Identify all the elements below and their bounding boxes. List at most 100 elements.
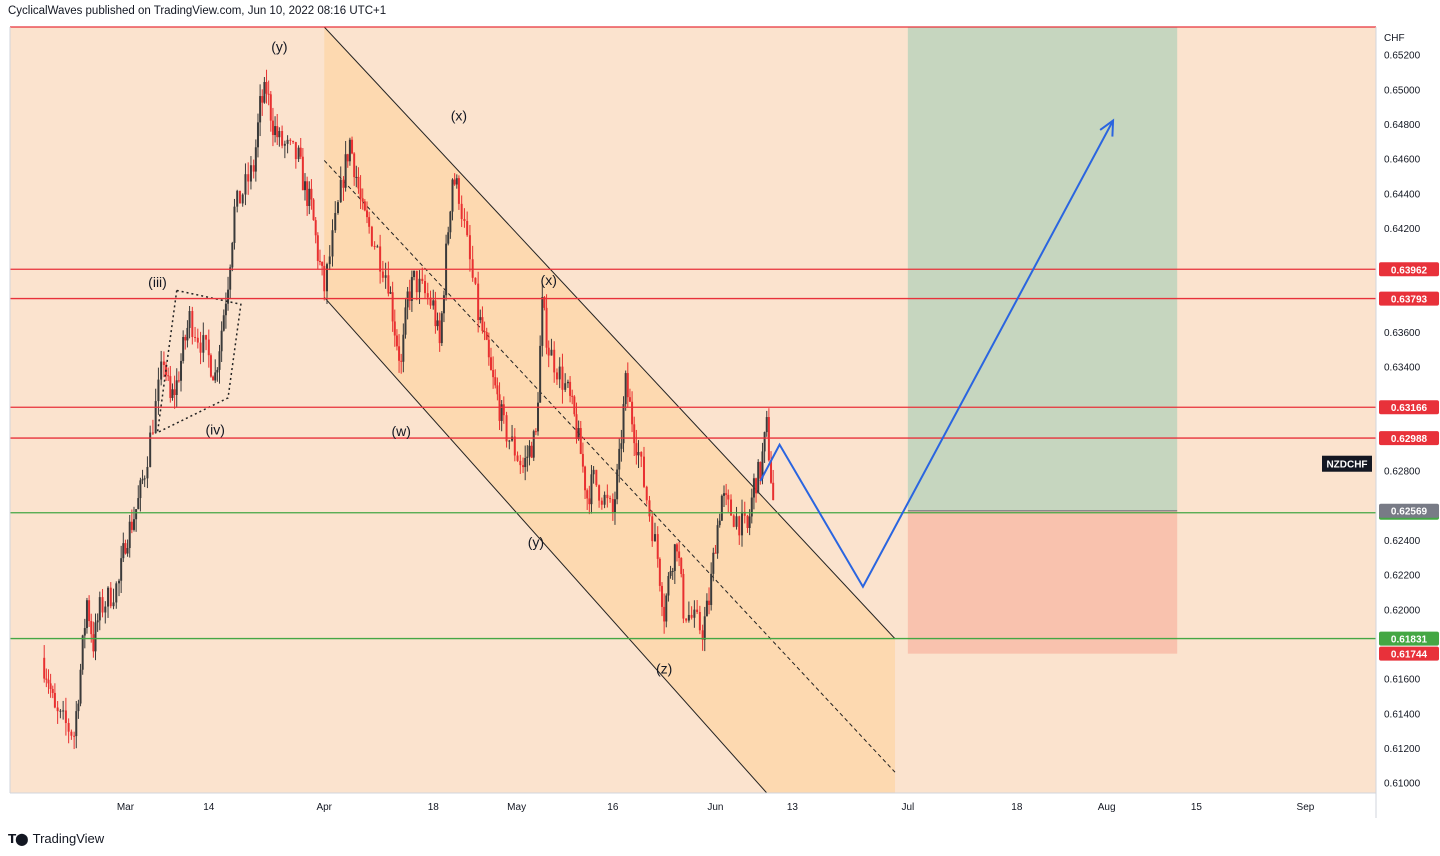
candle — [727, 494, 730, 500]
candle — [730, 499, 733, 516]
candle — [355, 176, 358, 178]
candle — [141, 479, 144, 481]
candle — [70, 731, 73, 736]
candle — [236, 190, 239, 207]
candle — [763, 432, 766, 452]
candle — [379, 246, 382, 272]
candle — [47, 679, 50, 684]
y-tick-label-0: 0.65200 — [1384, 51, 1421, 62]
candle — [314, 220, 317, 236]
candle — [137, 498, 140, 510]
candle — [297, 147, 300, 160]
candle — [278, 131, 281, 138]
candle — [135, 509, 138, 520]
candle — [685, 618, 688, 621]
candle — [532, 431, 535, 458]
candle — [457, 178, 460, 204]
candle — [143, 478, 146, 480]
candle — [45, 678, 48, 680]
candle — [365, 210, 368, 218]
candle — [98, 597, 101, 621]
candle — [642, 456, 645, 487]
candle — [94, 622, 97, 652]
candle — [132, 519, 135, 530]
candle — [603, 494, 606, 505]
candle — [359, 188, 362, 199]
candle — [508, 440, 511, 442]
candle — [555, 372, 558, 380]
candle — [331, 230, 334, 257]
candle — [184, 336, 187, 341]
candle — [690, 614, 693, 618]
candle — [616, 469, 619, 500]
candle — [261, 96, 264, 103]
candle — [466, 220, 469, 236]
candle — [765, 417, 768, 433]
candle — [376, 246, 379, 248]
level-tag-1-bg — [1379, 262, 1439, 277]
candle — [112, 602, 115, 607]
candle — [698, 612, 701, 631]
candle — [609, 498, 612, 500]
candle — [628, 397, 631, 402]
candle — [157, 379, 160, 402]
x-tick-label-7: 13 — [787, 802, 799, 813]
candle — [49, 683, 52, 689]
candle — [171, 389, 174, 398]
candle — [62, 710, 65, 712]
candle — [703, 616, 706, 640]
candle — [188, 311, 191, 328]
candle — [675, 544, 678, 552]
y-tick-label-7: 0.63400 — [1384, 363, 1421, 374]
candle — [564, 383, 567, 390]
candle — [671, 570, 674, 572]
x-tick-label-4: May — [507, 802, 526, 813]
level-tag-4: 0.62988 — [1391, 434, 1428, 445]
candle — [620, 443, 623, 449]
candle — [357, 176, 360, 189]
candle — [227, 289, 230, 304]
candle — [336, 202, 339, 214]
wave-label-5: (w) — [391, 423, 410, 439]
candle — [281, 131, 284, 146]
candle — [772, 482, 775, 501]
candle — [177, 380, 180, 382]
candle — [308, 188, 311, 206]
candle — [344, 154, 347, 188]
price-tag-0-bg — [1379, 503, 1439, 518]
candle — [389, 292, 392, 294]
candle — [460, 203, 463, 220]
candle — [269, 94, 272, 121]
candle — [77, 703, 80, 712]
candle — [328, 256, 331, 265]
candle — [413, 270, 416, 278]
candle — [169, 376, 172, 398]
candle — [598, 485, 601, 501]
candle — [545, 307, 548, 348]
symbol-tag: NZDCHF — [1326, 460, 1367, 471]
channel-upper-line — [323, 27, 896, 640]
candle — [648, 500, 651, 517]
currency-label: CHF — [1384, 33, 1405, 44]
candle — [701, 630, 704, 640]
candle — [92, 634, 95, 652]
x-tick-label-12: Sep — [1297, 802, 1315, 813]
candle — [513, 436, 516, 456]
candle — [442, 295, 445, 314]
candle — [265, 81, 268, 94]
y-tick-label-9: 0.62400 — [1384, 536, 1421, 547]
candle — [656, 534, 659, 559]
candle — [611, 498, 614, 513]
candle — [348, 139, 351, 162]
candle — [606, 494, 609, 499]
candle — [489, 357, 492, 371]
candle — [539, 345, 542, 403]
y-tick-label-12: 0.61600 — [1384, 675, 1421, 686]
candle — [259, 96, 262, 123]
candle — [363, 201, 366, 211]
candle — [696, 609, 699, 613]
tradingview-brand: TradingView — [32, 831, 105, 846]
candle — [182, 336, 185, 361]
tradingview-footer[interactable]: 𝗧⬤ TradingView — [8, 831, 104, 846]
